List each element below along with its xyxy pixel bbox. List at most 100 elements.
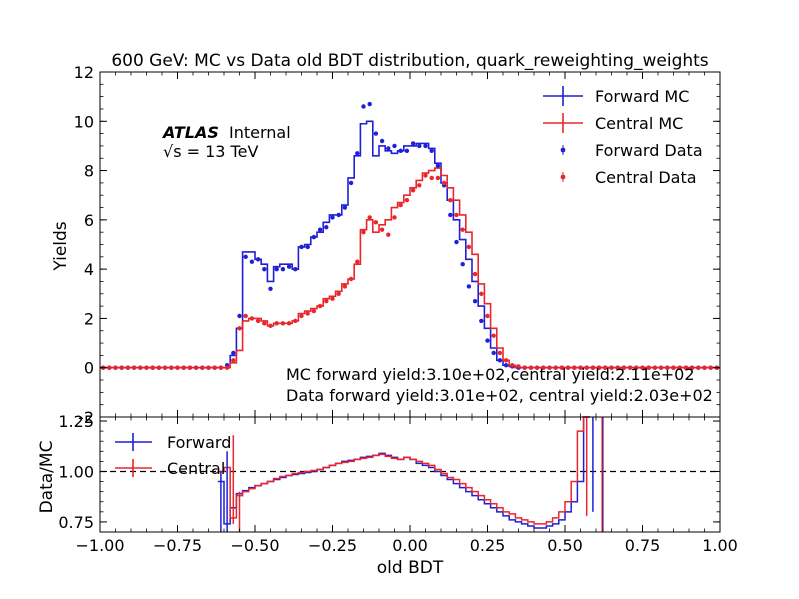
data-point-central-data xyxy=(652,365,658,370)
data-point-central-data xyxy=(565,365,571,370)
data-point-central-data xyxy=(231,358,236,363)
data-point-forward-data xyxy=(268,286,273,292)
data-point-central-data xyxy=(144,365,149,370)
data-point-central-data xyxy=(621,365,627,370)
data-point-central-data xyxy=(491,333,496,338)
data-point-forward-data xyxy=(410,141,416,146)
data-point-central-data xyxy=(175,365,180,370)
energy-label: √s = 13 TeV xyxy=(163,142,258,161)
main-y-tick-label: 12 xyxy=(74,63,94,82)
mc-yield-annotation: MC forward yield:3.10e+02,central yield:… xyxy=(286,365,695,384)
data-point-central-data xyxy=(417,183,422,188)
data-point-central-data xyxy=(671,365,676,370)
x-tick-label: −0.25 xyxy=(308,536,357,555)
data-point-forward-data xyxy=(460,262,465,267)
data-point-forward-data xyxy=(262,266,267,272)
data-point-central-data xyxy=(286,321,292,326)
data-point-forward-data xyxy=(355,151,360,156)
data-point-forward-data xyxy=(255,257,261,262)
data-point-central-data xyxy=(373,220,379,225)
data-yield-annotation: Data forward yield:3.01e+02, central yie… xyxy=(286,386,713,405)
data-point-central-data xyxy=(615,365,620,370)
data-point-forward-data xyxy=(286,264,292,269)
data-point-central-data xyxy=(627,365,633,370)
data-point-central-data xyxy=(212,365,217,370)
data-point-forward-data xyxy=(311,234,317,240)
x-tick-label: 0.75 xyxy=(625,536,661,555)
data-point-central-data xyxy=(206,365,211,370)
data-point-forward-data xyxy=(392,143,397,149)
data-point-forward-data xyxy=(417,143,422,149)
data-point-central-data xyxy=(404,197,410,203)
legend-label-central-mc: Central MC xyxy=(595,114,683,133)
data-point-central-data xyxy=(107,365,112,370)
data-point-central-data xyxy=(646,365,651,370)
data-point-central-data xyxy=(162,365,168,370)
legend-label-forward-mc: Forward MC xyxy=(595,87,689,106)
main-y-axis-label: Yields xyxy=(51,221,71,271)
data-point-central-data xyxy=(119,365,124,370)
status-label: Internal xyxy=(229,123,291,142)
legend-entry-forward-ratio: Forward xyxy=(115,433,231,452)
main-legend: Forward MC Central MC Forward Data Centr… xyxy=(543,86,703,187)
data-point-forward-data xyxy=(231,350,236,356)
ratio-y-axis-label: Data/MC xyxy=(37,441,57,514)
data-point-central-data xyxy=(683,365,689,370)
data-point-central-data xyxy=(293,318,298,324)
data-point-central-data xyxy=(348,276,354,282)
data-point-central-data xyxy=(522,365,527,370)
main-y-tick-label: 8 xyxy=(84,162,94,181)
data-point-central-data xyxy=(255,318,261,324)
data-point-central-data xyxy=(472,271,478,277)
main-y-tick-label: 2 xyxy=(84,309,94,328)
data-point-central-data xyxy=(305,311,310,316)
x-tick-label: −1.00 xyxy=(75,536,124,555)
data-point-central-data xyxy=(150,365,155,370)
legend-label-central-data: Central Data xyxy=(595,168,697,187)
data-point-central-data xyxy=(342,284,348,289)
data-point-central-data xyxy=(516,364,521,369)
data-point-central-data xyxy=(541,365,546,370)
data-point-forward-data xyxy=(466,284,472,289)
x-tick-label: 0.25 xyxy=(470,536,506,555)
data-point-central-data xyxy=(249,316,255,321)
data-point-forward-data xyxy=(305,244,310,250)
data-point-central-data xyxy=(510,363,515,368)
x-tick-label: 0.00 xyxy=(392,536,428,555)
data-point-forward-data xyxy=(479,318,484,324)
data-point-forward-data xyxy=(342,205,348,210)
data-point-forward-data xyxy=(398,148,403,154)
data-point-central-data xyxy=(243,313,248,319)
data-point-central-data xyxy=(330,296,335,301)
main-y-tick-label: 0 xyxy=(84,359,94,378)
data-point-central-data xyxy=(559,365,565,370)
ratio-y-tick-label: 0.75 xyxy=(58,513,94,532)
data-point-central-data xyxy=(547,365,552,370)
data-point-central-data xyxy=(503,358,509,363)
data-point-central-data xyxy=(268,323,273,329)
ratio-y-tick-label: 1.00 xyxy=(58,462,94,481)
data-point-central-data xyxy=(603,365,608,370)
data-point-forward-data xyxy=(280,266,286,272)
data-point-forward-data xyxy=(293,266,298,272)
ratio-panel: 0.75 1.00 1.25 −1.00 −0.75 −0.50 −0.25 0.00 0.25… xyxy=(58,412,737,555)
x-tick-label: 1.00 xyxy=(702,536,738,555)
data-point-forward-data xyxy=(435,163,441,168)
data-point-central-data xyxy=(224,365,230,370)
data-point-central-data xyxy=(280,321,286,326)
data-point-central-data xyxy=(113,365,118,370)
data-point-forward-data xyxy=(299,244,304,250)
data-point-central-data xyxy=(169,365,174,370)
data-point-central-data xyxy=(572,365,577,370)
data-point-central-data xyxy=(634,365,639,370)
data-point-central-data xyxy=(708,365,713,370)
data-point-forward-data xyxy=(497,358,503,363)
data-point-central-data xyxy=(274,321,279,326)
data-point-central-data xyxy=(497,350,503,356)
data-point-central-data xyxy=(429,175,434,181)
data-point-forward-data xyxy=(237,313,242,319)
data-point-forward-data xyxy=(367,101,372,107)
legend-entry-forward-mc: Forward MC xyxy=(543,86,689,106)
data-point-central-data xyxy=(299,313,304,319)
